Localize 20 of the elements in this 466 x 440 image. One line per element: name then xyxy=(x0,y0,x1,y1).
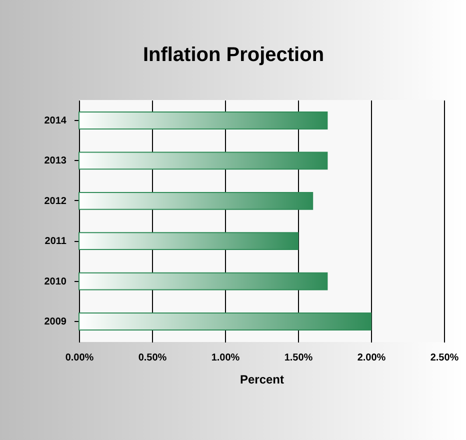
y-tick-label: 2014 xyxy=(44,116,67,126)
y-tick-label: 2012 xyxy=(44,196,67,207)
x-tick-label: 0.00% xyxy=(65,352,94,364)
y-tick-label: 2011 xyxy=(44,236,67,248)
bar xyxy=(78,112,328,130)
bar xyxy=(78,192,314,210)
bar xyxy=(78,152,328,170)
x-tick-label: 2.50% xyxy=(430,352,459,364)
y-tick-label: 2009 xyxy=(44,316,67,328)
bar xyxy=(78,312,372,330)
y-tick-label: 2010 xyxy=(44,276,67,288)
x-axis-title: Percent xyxy=(240,372,284,386)
x-tick-label: 0.50% xyxy=(138,352,167,364)
x-tick-label: 1.00% xyxy=(211,352,240,364)
x-tick-label: 2.00% xyxy=(357,352,386,364)
bar xyxy=(78,272,328,290)
chart-title: Inflation Projection xyxy=(142,44,324,66)
x-tick-label: 1.50% xyxy=(284,352,313,364)
y-tick-label: 2013 xyxy=(44,156,67,167)
bar xyxy=(78,232,298,250)
